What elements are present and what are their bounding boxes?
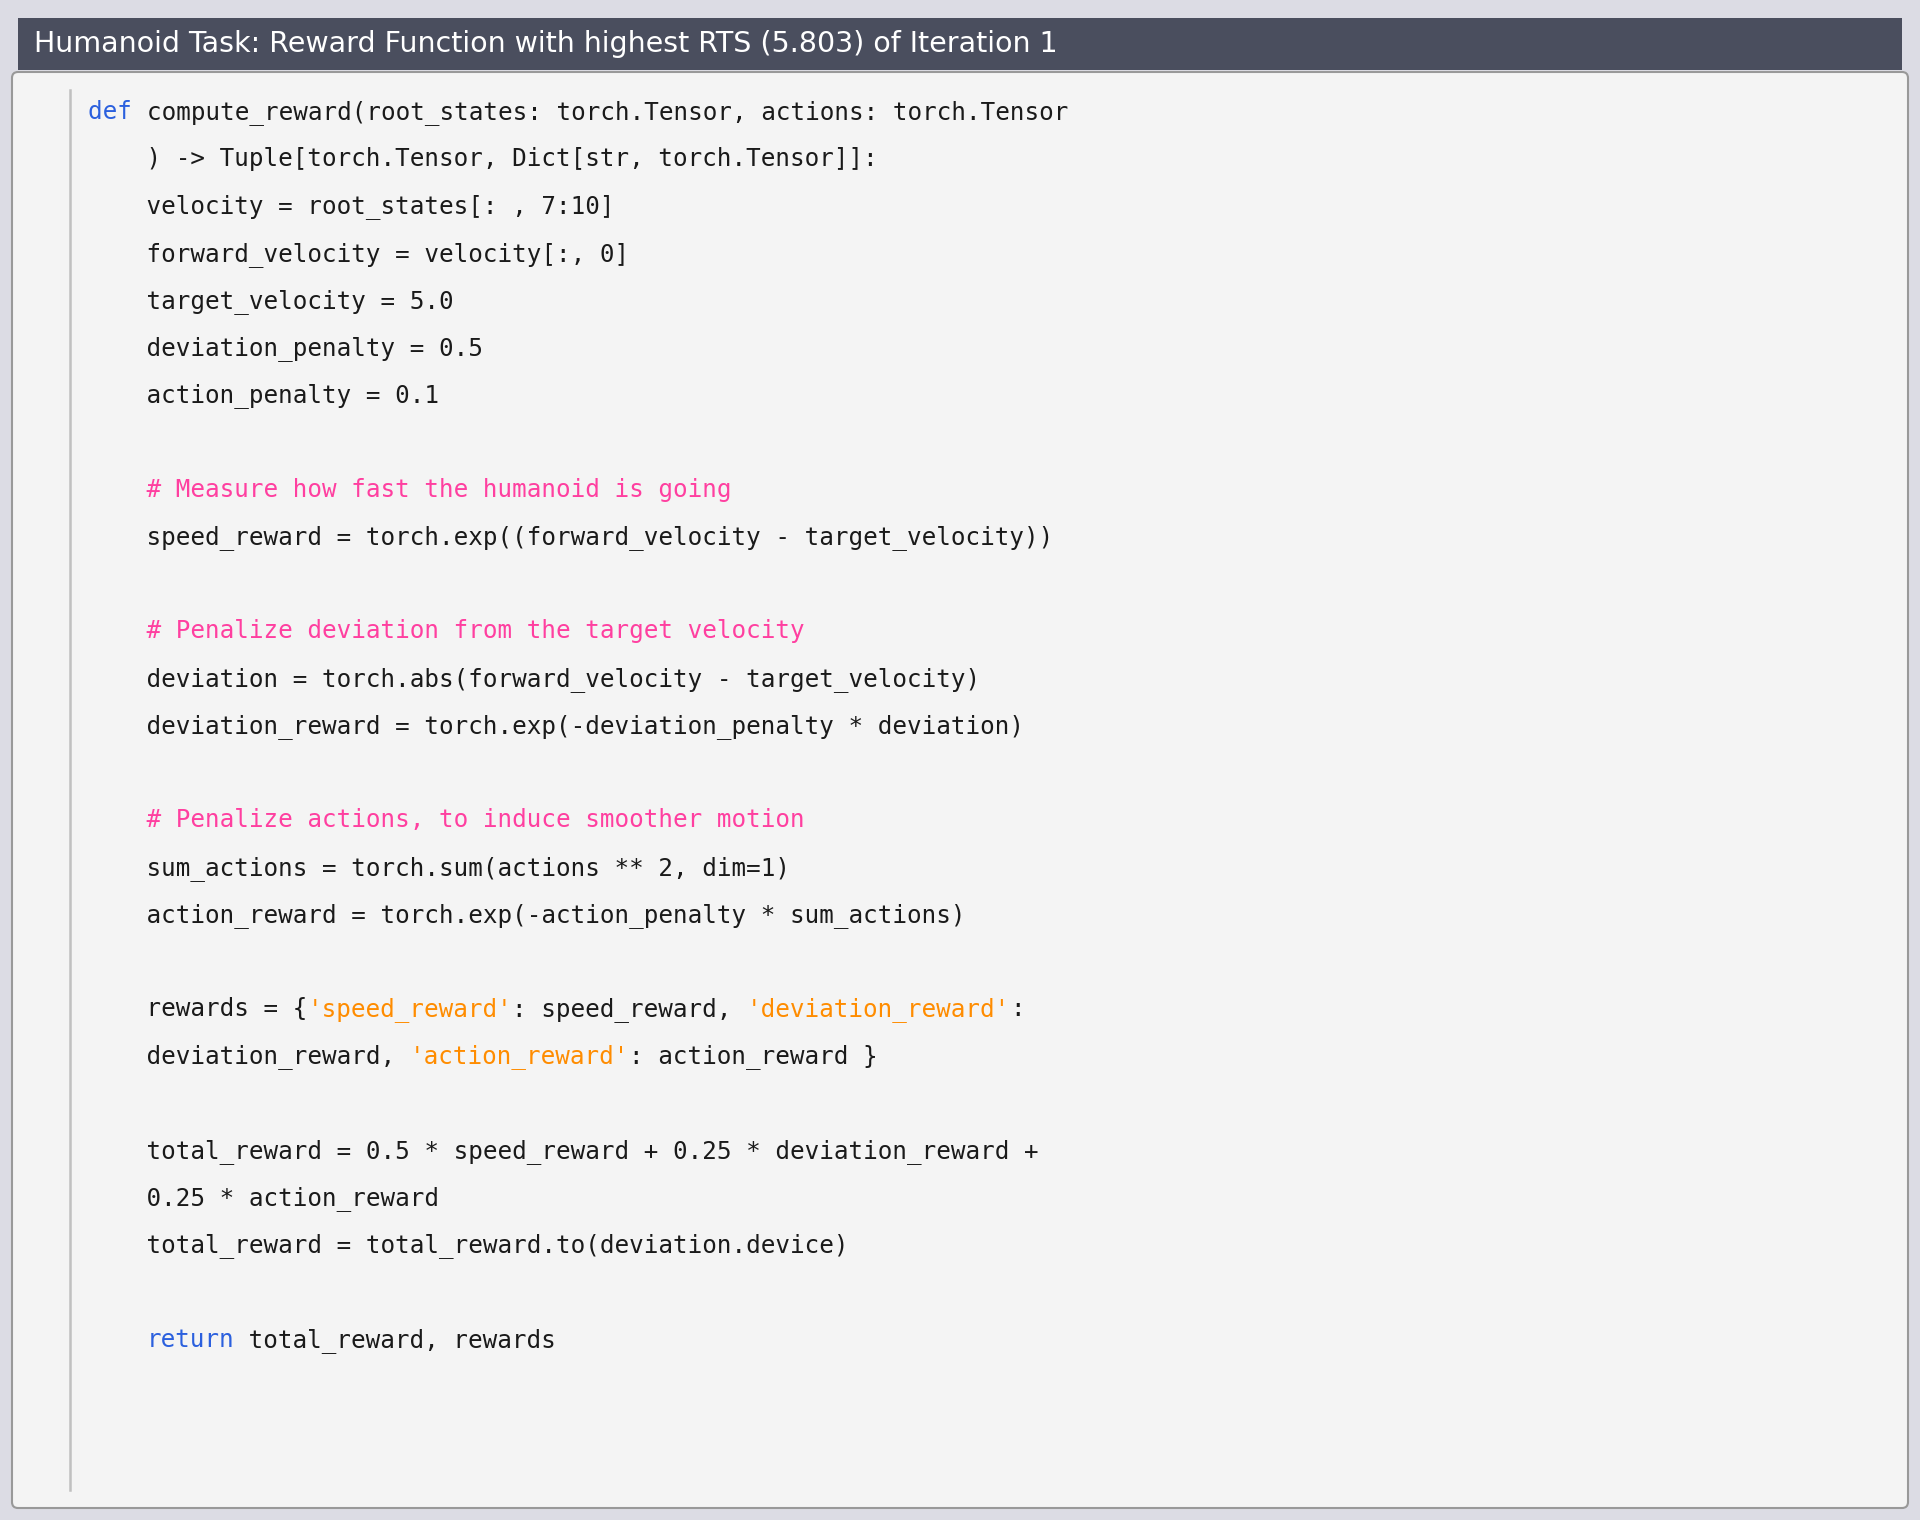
Text: action_reward = torch.exp(-action_penalty * sum_actions): action_reward = torch.exp(-action_penalt… — [88, 903, 966, 927]
Text: 'action_reward': 'action_reward' — [409, 1044, 630, 1070]
Text: deviation_reward = torch.exp(-deviation_penalty * deviation): deviation_reward = torch.exp(-deviation_… — [88, 714, 1023, 739]
Text: 'deviation_reward': 'deviation_reward' — [747, 997, 1010, 1023]
Text: Humanoid Task: Reward Function with highest RTS (5.803) of Iteration 1: Humanoid Task: Reward Function with high… — [35, 30, 1058, 58]
Text: target_velocity = 5.0: target_velocity = 5.0 — [88, 289, 453, 313]
Text: velocity = root_states[: , 7:10]: velocity = root_states[: , 7:10] — [88, 195, 614, 219]
Text: # Penalize actions, to induce smoother motion: # Penalize actions, to induce smoother m… — [88, 809, 804, 833]
FancyBboxPatch shape — [12, 71, 1908, 1508]
Text: action_penalty = 0.1: action_penalty = 0.1 — [88, 383, 440, 409]
Text: # Measure how fast the humanoid is going: # Measure how fast the humanoid is going — [88, 477, 732, 502]
Text: : action_reward }: : action_reward } — [630, 1044, 877, 1070]
Text: return: return — [146, 1328, 234, 1351]
Text: rewards = {: rewards = { — [88, 997, 307, 1021]
Text: total_reward, rewards: total_reward, rewards — [234, 1328, 557, 1353]
Text: deviation = torch.abs(forward_velocity - target_velocity): deviation = torch.abs(forward_velocity -… — [88, 667, 979, 692]
Bar — [17, 18, 1903, 70]
Text: compute_reward(root_states: torch.Tensor, actions: torch.Tensor: compute_reward(root_states: torch.Tensor… — [146, 100, 1068, 125]
Text: deviation_penalty = 0.5: deviation_penalty = 0.5 — [88, 336, 482, 362]
Text: 'speed_reward': 'speed_reward' — [307, 997, 513, 1023]
Text: deviation_reward,: deviation_reward, — [88, 1044, 409, 1070]
Text: forward_velocity = velocity[:, 0]: forward_velocity = velocity[:, 0] — [88, 242, 630, 266]
Text: total_reward = 0.5 * speed_reward + 0.25 * deviation_reward +: total_reward = 0.5 * speed_reward + 0.25… — [88, 1138, 1039, 1164]
Text: 0.25 * action_reward: 0.25 * action_reward — [88, 1186, 440, 1211]
Text: :: : — [1010, 997, 1025, 1021]
Text: def: def — [88, 100, 146, 125]
Text: : speed_reward,: : speed_reward, — [513, 997, 747, 1023]
Text: # Penalize deviation from the target velocity: # Penalize deviation from the target vel… — [88, 620, 804, 643]
Text: speed_reward = torch.exp((forward_velocity - target_velocity)): speed_reward = torch.exp((forward_veloci… — [88, 524, 1054, 550]
Text: sum_actions = torch.sum(actions ** 2, dim=1): sum_actions = torch.sum(actions ** 2, di… — [88, 856, 789, 880]
Text: ) -> Tuple[torch.Tensor, Dict[str, torch.Tensor]]:: ) -> Tuple[torch.Tensor, Dict[str, torch… — [88, 147, 877, 172]
Text: total_reward = total_reward.to(deviation.device): total_reward = total_reward.to(deviation… — [88, 1233, 849, 1259]
